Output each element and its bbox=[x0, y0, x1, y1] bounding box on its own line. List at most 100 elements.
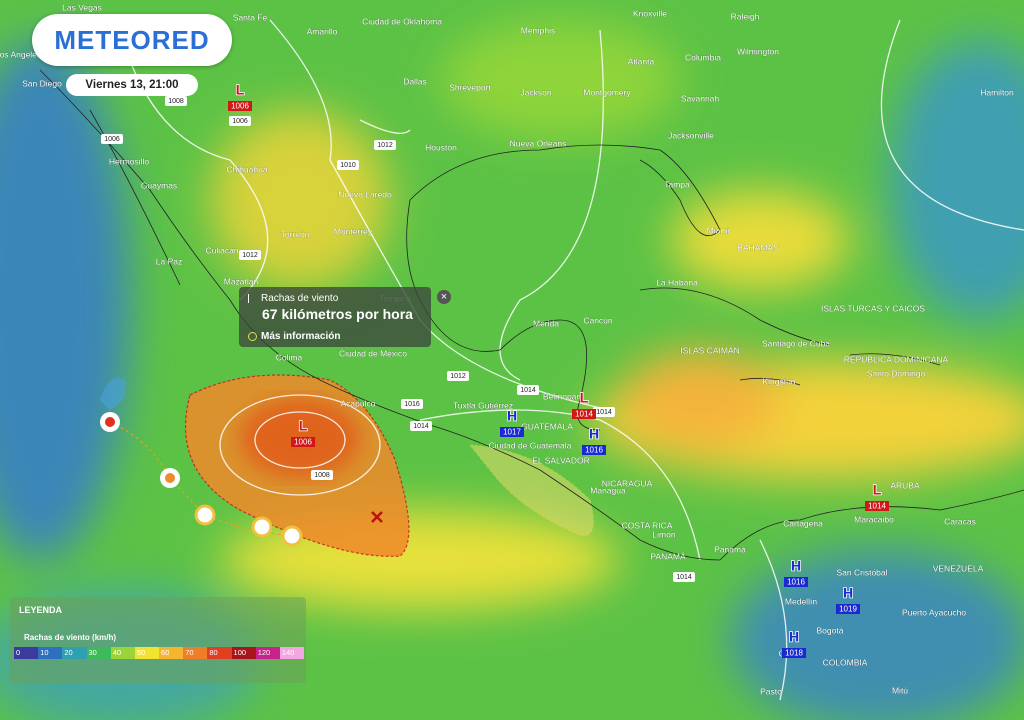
place-label: Tampa bbox=[664, 179, 690, 189]
isobar-label-bg bbox=[673, 572, 695, 582]
place-label: Savannah bbox=[681, 93, 720, 103]
popup-value: 67 kilómetros por hora bbox=[262, 306, 413, 322]
place-label: San Diego bbox=[22, 78, 62, 88]
pressure-value-bg bbox=[228, 101, 252, 111]
place-label: REPÚBLICA DOMINICANA bbox=[844, 354, 949, 364]
place-label: Guaymas bbox=[141, 180, 177, 190]
place-label: Los Angeles bbox=[0, 49, 41, 59]
place-label: COSTA RICA bbox=[622, 520, 673, 530]
isobar-label-bg bbox=[229, 116, 251, 126]
place-label: Acapulco bbox=[341, 398, 376, 408]
pressure-value: 1014 bbox=[575, 410, 593, 419]
place-label: VENEZUELA bbox=[933, 563, 984, 573]
place-label: COLOMBIA bbox=[823, 657, 868, 667]
date-pill: Viernes 13, 21:00 bbox=[66, 74, 198, 96]
pressure-value: 1017 bbox=[503, 428, 521, 437]
place-label: Medellín bbox=[785, 596, 817, 606]
place-label: Chihuahua bbox=[226, 164, 267, 174]
place-label: Monterrey bbox=[334, 226, 373, 236]
pressure-kind: H bbox=[789, 629, 799, 645]
legend-step: 120 bbox=[255, 647, 280, 659]
pressure-value: 1006 bbox=[231, 102, 249, 111]
isobar-label-bg bbox=[401, 399, 423, 409]
isobar-label-bg bbox=[311, 470, 333, 480]
place-label: Houston bbox=[425, 142, 457, 152]
place-label: Bogotá bbox=[817, 625, 844, 635]
place-label: GUATEMALA bbox=[521, 421, 573, 431]
place-label: Hamilton bbox=[980, 87, 1014, 97]
place-label: Montgomery bbox=[583, 87, 631, 97]
place-label: Cancún bbox=[583, 315, 613, 325]
pressure-kind: L bbox=[873, 482, 882, 498]
place-label: Torreón bbox=[281, 229, 310, 239]
isobar-label-bg bbox=[165, 96, 187, 106]
place-label: Memphis bbox=[521, 25, 555, 35]
pressure-kind: H bbox=[843, 585, 853, 601]
place-label: EL SALVADOR bbox=[532, 455, 589, 465]
place-label: NICARAGUA bbox=[602, 478, 653, 488]
labels: Las Vegas Santa Fe Ciudad de Oklahoma Knoxv… bbox=[0, 2, 1014, 697]
place-label: Puerto Ayacucho bbox=[902, 607, 966, 617]
place-label: Caracas bbox=[944, 516, 976, 526]
pressure-value: 1018 bbox=[785, 649, 803, 658]
pressure-value: 1016 bbox=[585, 446, 603, 455]
pressure-kind: L bbox=[580, 390, 589, 406]
place-label: BAHAMAS bbox=[737, 242, 779, 252]
place-label: Ciudad de Guatemala bbox=[489, 440, 572, 450]
place-label: Wilmington bbox=[737, 46, 779, 56]
legend-subtitle: Rachas de viento (km/h) bbox=[24, 633, 117, 642]
place-label: Panamá bbox=[714, 544, 746, 554]
legend-step: 140 bbox=[279, 647, 305, 659]
isobar-label-bg bbox=[593, 407, 615, 417]
isobar-label: 1010 bbox=[340, 162, 356, 169]
place-label: Maracaibo bbox=[854, 514, 894, 524]
place-label: Tuxtla Gutiérrez bbox=[453, 400, 513, 410]
pressure-kind: H bbox=[507, 408, 517, 424]
close-button[interactable]: × bbox=[437, 290, 451, 304]
place-label: Columbia bbox=[685, 52, 721, 62]
place-label: ARUBA bbox=[890, 480, 920, 490]
place-label: Pasto bbox=[760, 686, 782, 696]
place-label: Knoxville bbox=[633, 8, 667, 18]
isobar-label-bg bbox=[101, 134, 123, 144]
legend-step: 30 bbox=[86, 647, 111, 659]
coastlines bbox=[39, 69, 1024, 561]
place-label: Las Vegas bbox=[62, 2, 102, 12]
pressure-value-bg bbox=[500, 427, 524, 437]
place-label: Mérida bbox=[533, 318, 559, 328]
pressure-kind: L bbox=[299, 418, 308, 434]
place-label: Culiacán bbox=[205, 245, 238, 255]
place-label: PANAMÁ bbox=[650, 551, 686, 561]
more-info-link[interactable]: Más información bbox=[261, 331, 341, 342]
isobar-label: 1014 bbox=[676, 574, 692, 581]
isobar-label: 1014 bbox=[520, 387, 536, 394]
isobar-label: 1016 bbox=[404, 401, 420, 408]
wind-popup: Rachas de viento 67 kilómetros por hora … bbox=[239, 287, 431, 347]
place-label: Atlanta bbox=[628, 56, 655, 66]
legend-step: 0 bbox=[14, 647, 39, 659]
isobar-label-bg bbox=[447, 371, 469, 381]
place-label: San Cristóbal bbox=[836, 567, 887, 577]
isobar-label-bg bbox=[374, 140, 396, 150]
place-label: Kingston bbox=[762, 376, 795, 386]
place-label: Mitú bbox=[892, 685, 908, 695]
flag-icon bbox=[248, 294, 255, 303]
place-label: Shreveport bbox=[449, 82, 491, 92]
isobar-label-bg bbox=[410, 421, 432, 431]
isobar-label: 1012 bbox=[242, 252, 258, 259]
legend-step: 60 bbox=[159, 647, 184, 659]
pressure-value: 1014 bbox=[868, 502, 886, 511]
pressure-value: 1016 bbox=[787, 578, 805, 587]
isobar-label-bg bbox=[239, 250, 261, 260]
legend-step: 80 bbox=[207, 647, 232, 659]
pressure-kind: L bbox=[236, 82, 245, 98]
place-label: ISLAS CAIMÁN bbox=[680, 345, 740, 355]
legend-step: 50 bbox=[134, 647, 160, 659]
logo[interactable]: METEORED bbox=[32, 14, 232, 66]
place-label: Ciudad de Oklahoma bbox=[362, 16, 442, 26]
place-label: Raleigh bbox=[731, 11, 760, 21]
isobar-label-bg bbox=[517, 385, 539, 395]
legend-step: 20 bbox=[62, 647, 87, 659]
place-label: Jackson bbox=[520, 87, 551, 97]
